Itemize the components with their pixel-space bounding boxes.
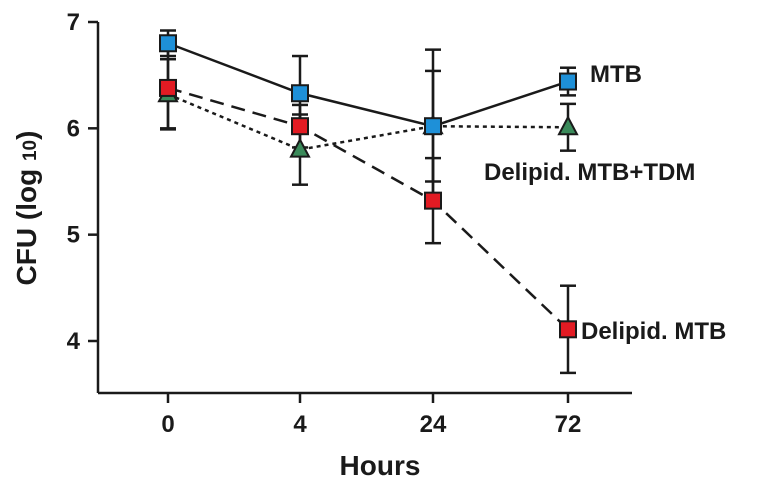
y-tick-label: 7 bbox=[67, 9, 80, 36]
x-tick-label: 4 bbox=[293, 411, 307, 438]
series-label-delipid-mtb-tdm: Delipid. MTB+TDM bbox=[484, 159, 695, 186]
y-tick-label: 4 bbox=[67, 328, 81, 355]
series-line-delipid-mtb bbox=[167, 86, 569, 331]
series-labels: MTB Delipid. MTB+TDM Delipid. MTB bbox=[484, 61, 726, 345]
series-markers bbox=[157, 34, 579, 339]
y-tick-label: 6 bbox=[67, 115, 80, 142]
marker-mtb bbox=[159, 34, 177, 53]
marker-delipid-mtb bbox=[424, 191, 442, 210]
y-axis-title-subscript: 10 bbox=[20, 140, 41, 161]
series-lines bbox=[167, 42, 569, 331]
y-axis-title-main: CFU (log bbox=[11, 161, 42, 285]
error-bars bbox=[160, 29, 576, 375]
x-tick-label: 24 bbox=[420, 411, 447, 438]
axes bbox=[96, 22, 632, 395]
x-tick-label: 72 bbox=[555, 411, 582, 438]
x-axis-title: Hours bbox=[340, 450, 421, 481]
series-line-delipid-mtb-tdm bbox=[167, 93, 569, 151]
series-layer bbox=[157, 29, 579, 375]
x-tick-label: 0 bbox=[161, 411, 174, 438]
series-line-mtb bbox=[167, 42, 569, 128]
y-axis-title-close: ) bbox=[11, 131, 42, 140]
marker-delipid-mtb bbox=[291, 117, 309, 136]
marker-mtb bbox=[559, 72, 577, 91]
series-label-mtb: MTB bbox=[590, 61, 642, 88]
marker-delipid-mtb-tdm bbox=[557, 115, 579, 136]
y-tick-label: 5 bbox=[67, 222, 80, 249]
marker-mtb bbox=[424, 117, 442, 136]
y-ticks: 4 5 6 7 bbox=[67, 9, 98, 355]
marker-mtb bbox=[291, 84, 309, 103]
y-axis-title: CFU (log 10) bbox=[11, 131, 42, 286]
marker-delipid-mtb-tdm bbox=[289, 137, 311, 158]
series-label-delipid-mtb: Delipid. MTB bbox=[581, 318, 726, 345]
marker-delipid-mtb bbox=[559, 320, 577, 339]
x-ticks: 0 4 24 72 bbox=[161, 393, 581, 438]
marker-delipid-mtb bbox=[159, 78, 177, 97]
